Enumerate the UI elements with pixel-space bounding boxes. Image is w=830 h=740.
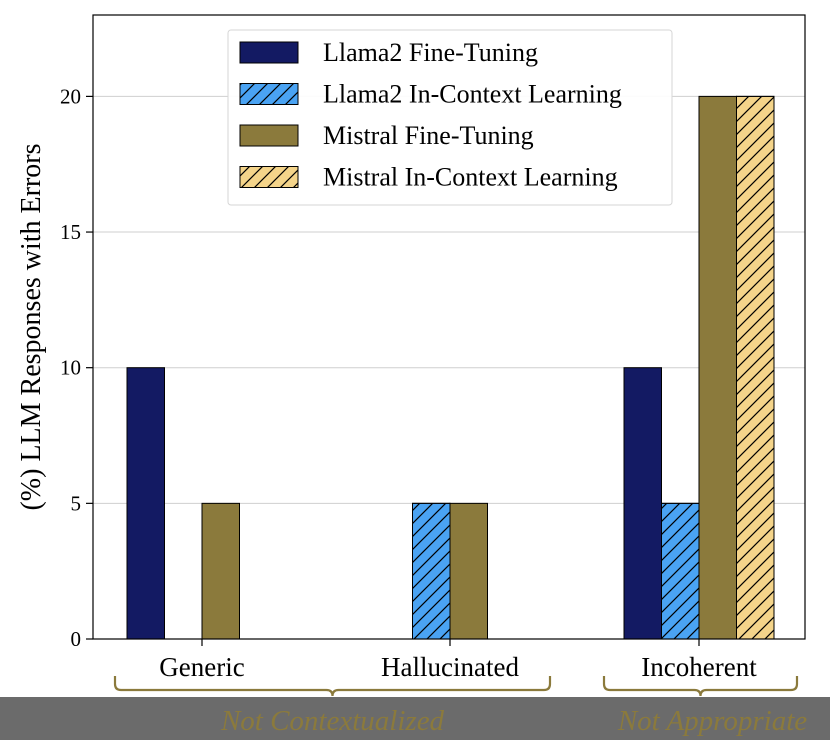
group-bracket: [113, 676, 552, 697]
bar-llama2-fine-tuning-incoherent: [623, 367, 662, 640]
bar-llama2-fine-tuning-generic: [126, 367, 165, 640]
x-tick-label-generic: Generic: [159, 652, 244, 682]
legend-box: [227, 29, 673, 206]
y-tick-label: 20: [60, 84, 81, 108]
y-axis-label: (%) LLM Responses with Errors: [16, 143, 47, 510]
group-annotations: Not Contextualized Not Appropriate: [113, 676, 807, 737]
x-axis-ticks: Generic Hallucinated Incoherent: [159, 639, 757, 682]
bar-mistral-fine-tuning-generic: [201, 502, 240, 640]
bar-mistral-in-context-learning-incoherent: [736, 95, 775, 640]
bar-mistral-fine-tuning-incoherent: [698, 95, 737, 640]
legend-entry: Mistral Fine-Tuning: [239, 121, 534, 150]
y-tick-label: 5: [71, 491, 82, 515]
group-caption: Not Appropriate: [617, 705, 807, 737]
plot-frame: [92, 14, 806, 640]
legend-label: Mistral In-Context Learning: [323, 163, 618, 192]
bar-mistral-fine-tuning-hallucinated: [449, 502, 488, 640]
y-axis-ticks: 0 5 10 15 20: [60, 84, 93, 651]
bars: [126, 95, 775, 640]
legend-label: Llama2 In-Context Learning: [323, 80, 622, 109]
legend-swatch: [239, 41, 299, 64]
group-bracket: [602, 676, 799, 697]
y-tick-label: 0: [71, 627, 82, 651]
legend-entry: Mistral In-Context Learning: [239, 163, 618, 192]
y-tick-label: 10: [60, 356, 81, 380]
bar-llama2-in-context-learning-hallucinated: [412, 502, 451, 640]
bar-llama2-in-context-learning-incoherent: [661, 502, 700, 640]
x-tick-label-hallucinated: Hallucinated: [381, 652, 519, 682]
y-tick-label: 15: [60, 220, 81, 244]
bottom-band: [0, 697, 830, 740]
legend-swatch: [239, 124, 299, 147]
legend-entry: Llama2 Fine-Tuning: [239, 38, 538, 67]
legend: Llama2 Fine-Tuning Llama2 In-Context Lear…: [227, 29, 673, 206]
x-tick-label-incoherent: Incoherent: [641, 652, 757, 682]
legend-label: Llama2 Fine-Tuning: [323, 38, 538, 67]
legend-entry: Llama2 In-Context Learning: [239, 80, 622, 109]
group-caption: Not Contextualized: [220, 705, 445, 737]
legend-label: Mistral Fine-Tuning: [323, 121, 534, 150]
